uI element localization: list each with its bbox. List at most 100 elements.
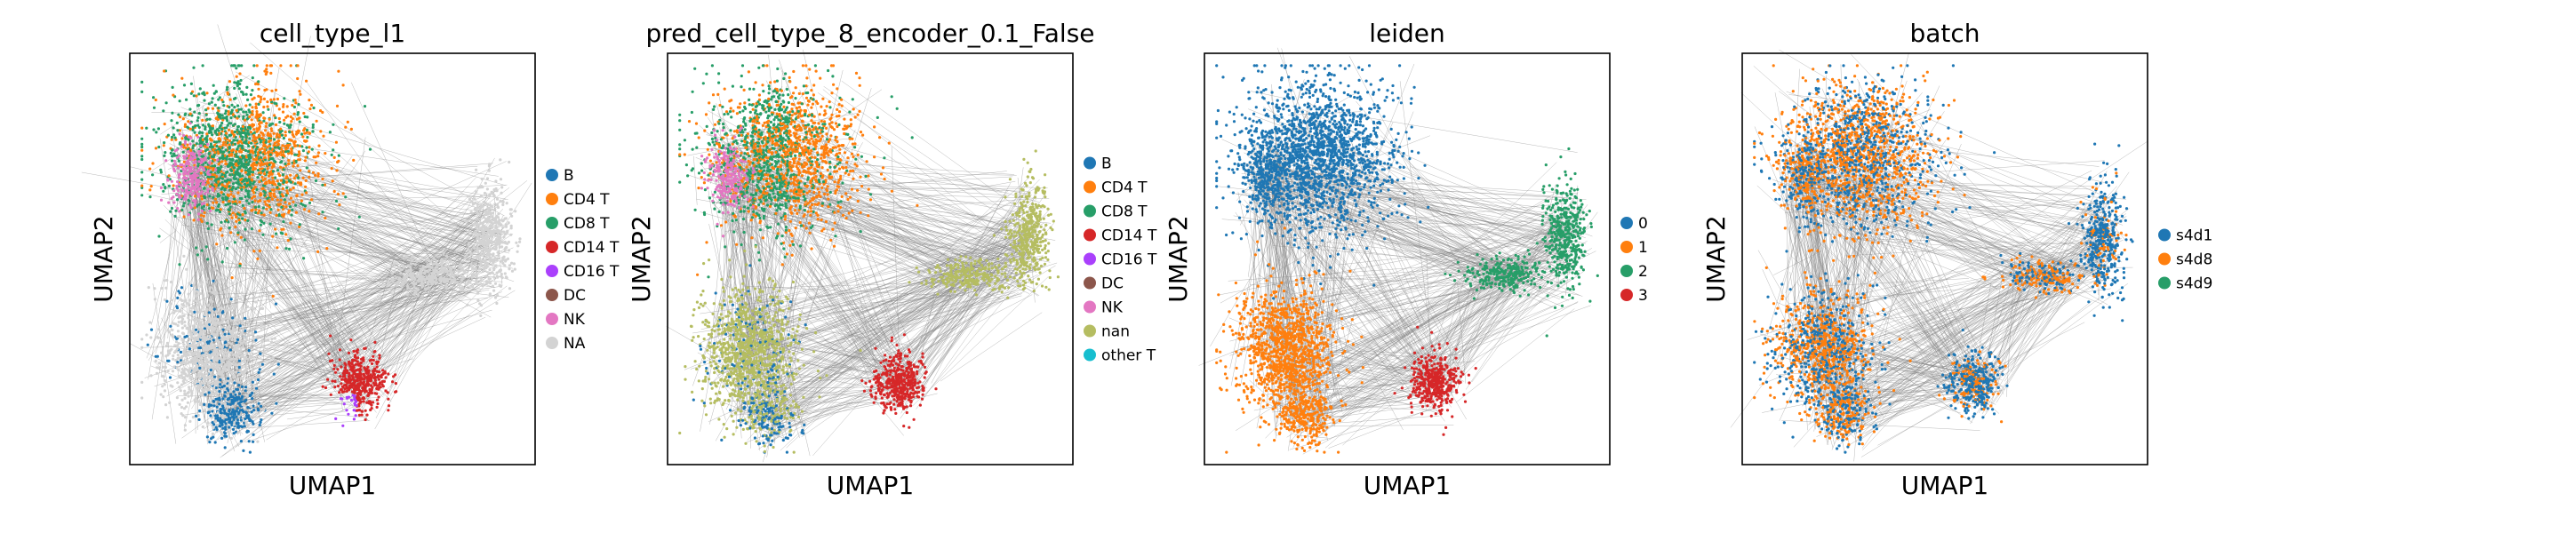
cell-point — [294, 204, 297, 207]
cell-point — [208, 388, 211, 391]
cell-point — [251, 118, 253, 121]
cell-point — [344, 195, 347, 198]
cell-point — [188, 327, 191, 330]
cell-point — [194, 361, 196, 363]
cell-point — [233, 106, 236, 108]
cell-point — [211, 410, 213, 412]
cell-point — [497, 216, 500, 219]
cell-point — [196, 124, 199, 127]
cell-point — [167, 134, 170, 137]
cell-point — [267, 167, 269, 170]
cell-point — [189, 122, 192, 124]
cell-point — [365, 414, 368, 417]
cell-point — [510, 262, 513, 265]
cell-point — [356, 410, 358, 412]
cell-point — [246, 394, 249, 397]
cell-point — [243, 179, 245, 181]
cell-point — [236, 367, 238, 370]
cell-point — [170, 281, 172, 283]
cell-point — [269, 139, 272, 142]
cell-point — [199, 332, 202, 335]
cell-point — [228, 200, 230, 203]
cell-point — [140, 127, 143, 130]
cell-point — [252, 76, 254, 79]
cell-point — [161, 385, 164, 387]
cell-point — [259, 100, 261, 103]
cell-point — [151, 162, 154, 164]
cell-point — [206, 277, 209, 280]
cell-point — [160, 394, 163, 396]
cell-point — [363, 383, 365, 386]
cell-point — [157, 235, 160, 237]
cell-point — [377, 374, 380, 377]
cell-point — [476, 243, 479, 245]
cell-point — [248, 440, 251, 442]
cell-point — [237, 353, 240, 355]
cell-point — [242, 329, 244, 331]
cell-point — [240, 440, 243, 442]
cell-point — [223, 354, 226, 357]
cell-point — [244, 132, 247, 135]
cell-point — [249, 451, 252, 454]
cell-point — [487, 249, 490, 251]
cell-point — [251, 355, 253, 358]
cell-point — [488, 268, 491, 271]
cell-point — [168, 352, 171, 354]
cell-point — [260, 176, 263, 179]
cell-point — [276, 198, 279, 201]
cell-point — [284, 147, 287, 150]
cell-point — [224, 395, 227, 398]
cell-point — [196, 294, 199, 297]
cell-point — [305, 147, 308, 149]
cell-point — [230, 217, 233, 219]
cell-point — [196, 290, 198, 292]
cell-point — [232, 418, 235, 420]
cell-point — [204, 149, 207, 152]
cell-point — [290, 64, 292, 67]
cell-point — [217, 419, 220, 422]
cell-point — [267, 131, 269, 134]
cell-point — [219, 378, 221, 381]
cell-point — [270, 90, 273, 92]
cell-point — [495, 302, 498, 305]
cell-point — [213, 159, 216, 162]
cell-point — [495, 187, 498, 190]
cell-point — [226, 158, 228, 161]
cell-point — [173, 365, 176, 368]
cell-point — [212, 387, 214, 390]
cell-point — [310, 198, 313, 201]
cell-point — [270, 362, 273, 365]
cell-point — [200, 402, 203, 405]
cell-point — [265, 68, 268, 70]
cell-point — [272, 295, 275, 298]
cell-point — [514, 268, 516, 271]
cell-point — [183, 407, 186, 410]
cell-point — [212, 393, 214, 395]
cell-point — [214, 168, 217, 171]
cell-point — [215, 318, 218, 321]
cell-point — [205, 91, 208, 94]
cell-point — [286, 123, 289, 126]
cell-point — [200, 171, 203, 174]
cell-point — [210, 355, 212, 358]
cell-point — [358, 216, 361, 219]
cell-point — [337, 160, 340, 163]
cell-point — [190, 170, 193, 172]
cell-point — [236, 426, 239, 428]
cell-point — [248, 190, 251, 193]
cell-point — [373, 350, 376, 353]
cell-point — [374, 379, 377, 382]
cell-point — [252, 332, 254, 335]
cell-point — [237, 384, 240, 386]
cell-point — [224, 422, 227, 425]
cell-point — [220, 191, 223, 194]
cell-point — [518, 237, 521, 240]
cell-point — [222, 406, 225, 409]
cell-point — [272, 170, 275, 172]
cell-point — [284, 134, 287, 137]
cell-point — [185, 99, 188, 101]
cell-point — [433, 263, 436, 266]
cell-point — [140, 194, 143, 196]
cell-point — [262, 106, 265, 108]
cell-point — [204, 354, 206, 357]
